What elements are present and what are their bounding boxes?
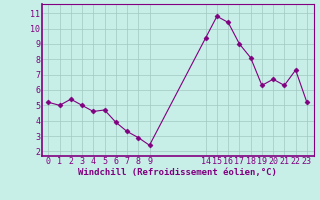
X-axis label: Windchill (Refroidissement éolien,°C): Windchill (Refroidissement éolien,°C) <box>78 168 277 177</box>
